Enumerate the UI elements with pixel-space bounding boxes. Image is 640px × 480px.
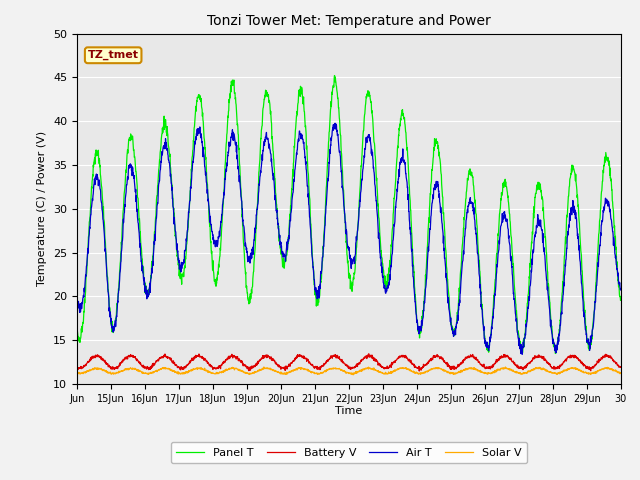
Solar V: [211, 371, 218, 377]
Battery V: [588, 365, 595, 371]
Air T: [73, 296, 81, 301]
Air T: [211, 240, 218, 246]
Air T: [588, 333, 595, 338]
Y-axis label: Temperature (C) / Power (V): Temperature (C) / Power (V): [37, 131, 47, 287]
Panel T: [588, 336, 595, 342]
Panel T: [552, 350, 559, 356]
Solar V: [271, 368, 278, 373]
Legend: Panel T, Battery V, Air T, Solar V: Panel T, Battery V, Air T, Solar V: [171, 442, 527, 463]
Battery V: [211, 364, 218, 370]
Air T: [617, 286, 625, 292]
Solar V: [617, 370, 625, 376]
Panel T: [617, 297, 625, 302]
Solar V: [588, 371, 595, 376]
Air T: [585, 336, 593, 342]
Title: Tonzi Tower Met: Temperature and Power: Tonzi Tower Met: Temperature and Power: [207, 14, 491, 28]
Battery V: [585, 365, 593, 371]
Panel T: [73, 321, 81, 326]
Panel T: [271, 166, 278, 171]
Panel T: [360, 128, 367, 133]
Line: Solar V: Solar V: [77, 367, 621, 375]
Panel T: [331, 72, 339, 78]
Solar V: [360, 367, 367, 372]
Battery V: [415, 368, 423, 374]
Line: Panel T: Panel T: [77, 75, 621, 353]
Air T: [250, 252, 257, 257]
Solar V: [260, 364, 268, 370]
Air T: [360, 161, 367, 167]
Air T: [518, 351, 526, 357]
Solar V: [73, 370, 81, 376]
Solar V: [349, 372, 357, 378]
Battery V: [73, 365, 81, 371]
Air T: [332, 120, 339, 126]
Battery V: [359, 357, 367, 363]
Solar V: [250, 371, 257, 376]
Solar V: [585, 371, 593, 377]
Battery V: [250, 364, 257, 370]
Panel T: [585, 346, 593, 351]
Battery V: [617, 364, 625, 370]
X-axis label: Time: Time: [335, 407, 362, 417]
Text: TZ_tmet: TZ_tmet: [88, 50, 139, 60]
Panel T: [211, 278, 218, 284]
Battery V: [271, 358, 278, 363]
Line: Battery V: Battery V: [77, 354, 621, 371]
Battery V: [365, 351, 372, 357]
Panel T: [250, 273, 257, 278]
Line: Air T: Air T: [77, 123, 621, 354]
Air T: [271, 184, 278, 190]
